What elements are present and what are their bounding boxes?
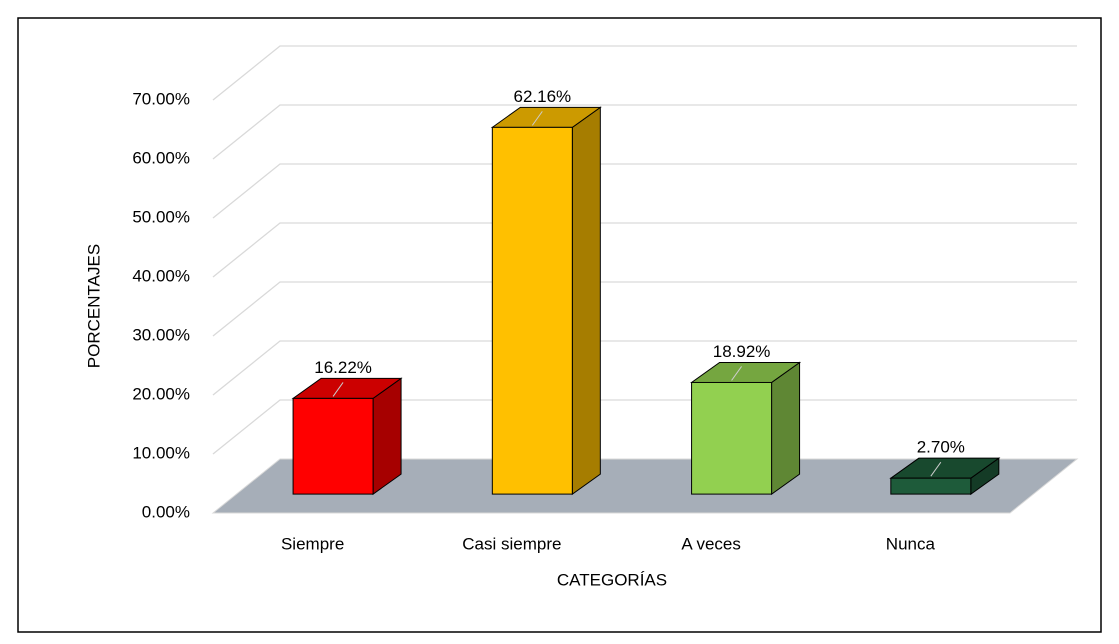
bar [491, 126, 573, 495]
data-label: 18.92% [713, 342, 771, 361]
grid-line [212, 399, 1077, 455]
x-tick-label: Nunca [886, 534, 936, 553]
floor [211, 458, 1079, 514]
data-label: 62.16% [513, 87, 571, 106]
grid-line [212, 104, 1077, 160]
bar-side [771, 361, 801, 496]
grid-line [212, 45, 1077, 101]
x-tick-label: A veces [681, 534, 741, 553]
bar [292, 397, 374, 495]
y-tick-label: 60.00% [132, 148, 190, 167]
y-axis-title: PORCENTAJES [84, 244, 103, 368]
leader-line [731, 366, 742, 381]
grid-line [212, 222, 1077, 278]
y-tick-label: 70.00% [132, 89, 190, 108]
leader-line [930, 461, 942, 477]
x-axis-title: CATEGORÍAS [557, 570, 667, 589]
x-tick-label: Siempre [281, 534, 344, 553]
grid-line [212, 163, 1077, 219]
y-tick-label: 30.00% [132, 325, 190, 344]
y-tick-label: 10.00% [132, 443, 190, 462]
grid-line [212, 281, 1077, 337]
leader-line [531, 111, 543, 126]
y-tick-label: 50.00% [132, 207, 190, 226]
data-label: 16.22% [314, 358, 372, 377]
y-tick-label: 20.00% [132, 384, 190, 403]
y-tick-label: 40.00% [132, 266, 190, 285]
data-label: 2.70% [917, 438, 965, 457]
leader-line [332, 382, 344, 397]
grid-line [212, 340, 1077, 396]
bar-side [571, 106, 601, 496]
x-tick-label: Casi siempre [462, 534, 561, 553]
bar [890, 477, 972, 495]
y-tick-label: 0.00% [142, 502, 190, 521]
bar [691, 381, 773, 495]
